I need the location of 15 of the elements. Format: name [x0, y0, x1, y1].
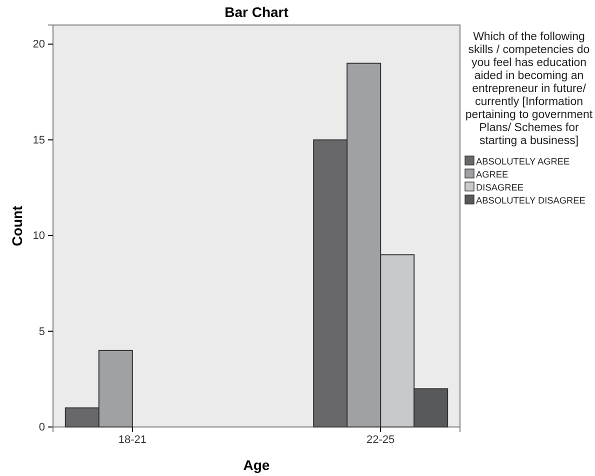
- legend-label: ABSOLUTELY AGREE: [476, 156, 570, 166]
- chart-title: Bar Chart: [224, 4, 289, 20]
- legend-label: ABSOLUTELY DISAGREE: [476, 196, 586, 206]
- y-tick-label: 10: [32, 230, 45, 242]
- x-axis-title: Age: [243, 457, 270, 473]
- y-tick-label: 15: [32, 134, 45, 146]
- y-tick-label: 20: [32, 38, 45, 51]
- x-tick-label: 18-21: [118, 434, 146, 446]
- x-tick-label: 22-25: [366, 434, 395, 446]
- y-tick-label: 5: [38, 326, 45, 338]
- y-tick-label: 0: [38, 422, 45, 434]
- legend-label: DISAGREE: [476, 182, 524, 192]
- text: Which of the following skills / competencies do you feel has education aided in becoming an entrepreneur in future/ currently [Information pertaining to government Plans/ Schemes for starting a business]: [465, 31, 593, 147]
- y-axis-title: Count: [9, 205, 25, 246]
- legend-label: AGREE: [476, 170, 508, 180]
